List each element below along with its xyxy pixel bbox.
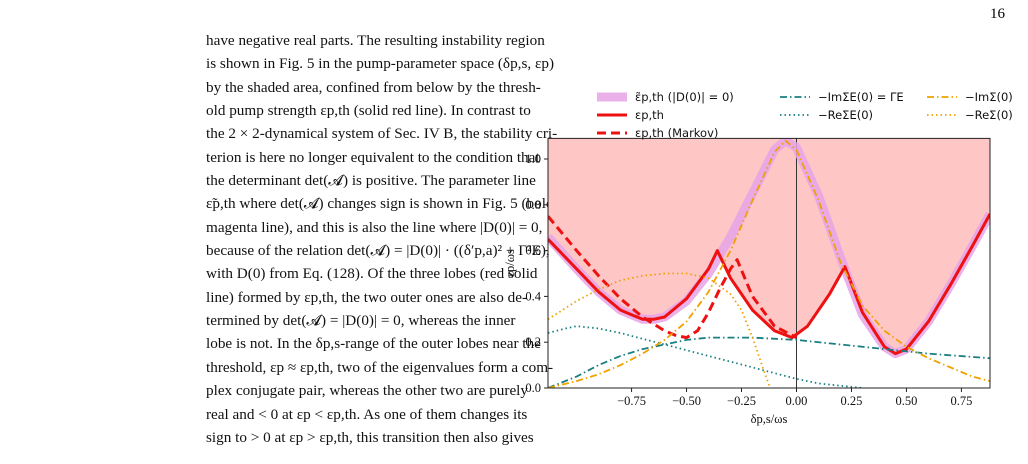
plot-frame <box>547 137 991 389</box>
text-line: the 2 × 2-dynamical system of Sec. IV B,… <box>206 125 558 143</box>
text-line: the determinant det(𝓐) is positive. The … <box>206 172 536 190</box>
text-line: ε̃p,th where det(𝓐) changes sign is show… <box>206 195 554 213</box>
series-line <box>548 139 990 388</box>
text-line: line) formed by εp,th, the two outer one… <box>206 288 527 306</box>
x-axis-label: δp,s/ωs <box>751 412 788 426</box>
x-tick-label: 0.50 <box>896 394 918 408</box>
y-axis-label: εp/ωs <box>503 249 517 277</box>
text-line: old pump strength εp,th (solid red line)… <box>206 102 531 120</box>
series-line <box>548 213 990 356</box>
x-tick-label: −0.50 <box>672 394 701 408</box>
legend-label: −ReΣE(0) <box>818 108 873 122</box>
series-line <box>548 336 990 388</box>
text-line: threshold, εp ≈ εp,th, two of the eigenv… <box>206 358 554 376</box>
text-line: plex conjugate pair, whereas the other t… <box>206 382 528 400</box>
y-tick-label: 0.4 <box>525 289 541 303</box>
text-line: termined by det(𝓐) = |D(0)| = 0, whereas… <box>206 312 516 330</box>
x-tick-label: 0.00 <box>786 394 808 408</box>
text-line: terion is here no longer equivalent to t… <box>206 148 540 166</box>
legend-label: −ImΣE(0) = ΓE <box>818 90 904 104</box>
y-tick-label: 0.6 <box>525 244 541 258</box>
legend-label: −ReΣ(0) <box>965 108 1013 122</box>
y-tick-label: 0.0 <box>525 381 541 395</box>
legend-label: ε̃p,th (|D(0)| = 0) <box>635 90 734 104</box>
series-line <box>548 325 863 388</box>
x-tick-label: −0.25 <box>727 394 756 408</box>
series-line <box>548 215 798 340</box>
x-tick-label: 0.25 <box>841 394 863 408</box>
body-text: have negative real parts. The resulting … <box>206 29 558 449</box>
y-tick-label: 1.0 <box>525 152 541 166</box>
legend-label: −ImΣ(0) <box>965 90 1013 104</box>
text-line: sign to > 0 at εp > εp,th, this transiti… <box>206 428 534 446</box>
series-line <box>548 272 771 388</box>
text-line: is shown in Fig. 5 in the pump-parameter… <box>206 55 555 73</box>
legend-label: εp,th (Markov) <box>635 126 718 140</box>
text-line: by the shaded area, confined from below … <box>206 78 541 96</box>
text-line: magenta line), and this is also the line… <box>206 218 543 236</box>
text-line: have negative real parts. The resulting … <box>206 32 545 49</box>
text-line: because of the relation det(𝓐) = |D(0)| … <box>206 242 550 260</box>
page-number: 16 <box>990 6 1005 22</box>
y-tick-label: 0.2 <box>525 335 541 349</box>
text-line: lobe is not. In the δp,s-range of the ou… <box>206 335 541 353</box>
text-line: with D(0) from Eq. (128). Of the three l… <box>206 265 538 283</box>
text-line: real and < 0 at εp < εp,th. As one of th… <box>206 405 528 423</box>
x-tick-label: −0.75 <box>617 394 646 408</box>
plot-area <box>548 138 990 388</box>
x-tick-label: 0.75 <box>950 394 972 408</box>
y-tick-label: 0.8 <box>525 198 541 212</box>
instability-region <box>548 138 990 354</box>
legend-label: εp,th <box>635 108 664 122</box>
